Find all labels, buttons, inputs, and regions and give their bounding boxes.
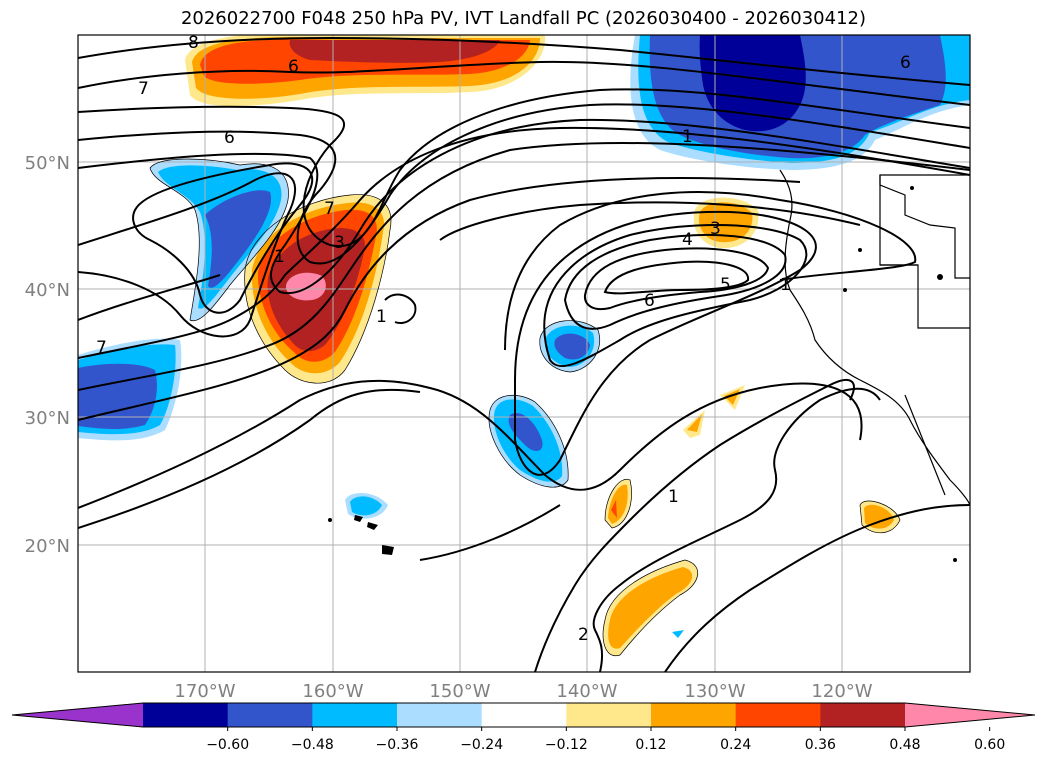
colorbar-outline bbox=[11, 702, 1036, 728]
colorbar-segment bbox=[227, 703, 313, 727]
lat-label: 40°N bbox=[25, 280, 70, 301]
contour-labels: 8 6 7 6 6 1 1 3 7 7 1 3 4 5 6 1 1 2 bbox=[96, 33, 911, 645]
colorbar-tick-label: 0.60 bbox=[974, 737, 1005, 753]
negative-anomaly-hawaii bbox=[345, 493, 388, 519]
contour-label: 8 bbox=[188, 33, 199, 53]
coastline bbox=[779, 169, 970, 506]
colorbar-tick-label: 0.12 bbox=[635, 737, 666, 753]
colorbar-segment bbox=[651, 703, 737, 727]
map-title: 2026022700 F048 250 hPa PV, IVT Landfall… bbox=[180, 8, 867, 29]
colorbar-tick-label: 0.36 bbox=[805, 737, 836, 753]
colorbar-tick-label: −0.12 bbox=[545, 737, 588, 753]
colorbar-segment bbox=[820, 703, 906, 727]
contour-label: 6 bbox=[900, 53, 911, 73]
colorbar-segment bbox=[397, 703, 483, 727]
contour-label: 6 bbox=[288, 57, 299, 77]
colorbar-tick-label: −0.36 bbox=[376, 737, 419, 753]
contour-label: 7 bbox=[324, 199, 335, 219]
colorbar-tick-label: −0.60 bbox=[206, 737, 249, 753]
lat-labels: 50°N 40°N 30°N 20°N bbox=[25, 153, 70, 557]
colorbar-segment bbox=[481, 703, 567, 727]
negative-anomaly-west bbox=[78, 338, 182, 441]
lon-label: 140°W bbox=[556, 681, 617, 702]
lat-label: 20°N bbox=[25, 536, 70, 557]
negative-anomaly-west-central bbox=[150, 159, 289, 321]
lon-labels: 170°W 160°W 150°W 140°W 130°W 120°W bbox=[174, 681, 872, 702]
contour-label: 1 bbox=[376, 307, 387, 327]
colorbar: −0.60 −0.48 −0.36 −0.24 −0.12 0.12 0.24 0.36 0.4… bbox=[11, 702, 1036, 753]
colorbar-extend-min bbox=[12, 703, 143, 727]
colorbar-tick-label: 0.24 bbox=[720, 737, 751, 753]
contour-label: 6 bbox=[224, 128, 235, 148]
contour-label: 1 bbox=[274, 247, 285, 267]
colorbar-segment bbox=[735, 703, 821, 727]
anomaly-outlines bbox=[149, 158, 901, 657]
islands bbox=[328, 186, 957, 562]
colorbar-tick-label: 0.48 bbox=[889, 737, 920, 753]
contour-label: 7 bbox=[138, 79, 149, 99]
positive-anomaly-northwest bbox=[185, 35, 546, 107]
contour-label: 4 bbox=[682, 230, 693, 250]
colorbar-segment bbox=[566, 703, 652, 727]
contour-label: 5 bbox=[720, 275, 731, 295]
contour-label: 1 bbox=[668, 487, 679, 507]
lat-label: 50°N bbox=[25, 153, 70, 174]
colorbar-segment bbox=[143, 703, 229, 727]
lon-label: 160°W bbox=[302, 681, 363, 702]
colorbar-tick-label: −0.48 bbox=[291, 737, 334, 753]
colorbar-extend-max bbox=[905, 703, 1035, 727]
contour-label: 7 bbox=[96, 338, 107, 358]
lon-label: 170°W bbox=[174, 681, 235, 702]
contour-label: 1 bbox=[682, 127, 693, 147]
colorbar-segment bbox=[312, 703, 398, 727]
contour-label: 6 bbox=[644, 291, 655, 311]
plot-frame bbox=[77, 34, 971, 673]
lon-label: 120°W bbox=[811, 681, 872, 702]
pv-contours bbox=[78, 36, 970, 672]
colorbar-tick-label: −0.24 bbox=[460, 737, 503, 753]
lat-label: 30°N bbox=[25, 408, 70, 429]
lon-label: 150°W bbox=[429, 681, 490, 702]
contour-label: 1 bbox=[780, 275, 791, 295]
contour-label: 2 bbox=[578, 625, 589, 645]
contour-label: 3 bbox=[710, 219, 721, 239]
lon-label: 130°W bbox=[684, 681, 745, 702]
contour-label: 3 bbox=[334, 233, 345, 253]
